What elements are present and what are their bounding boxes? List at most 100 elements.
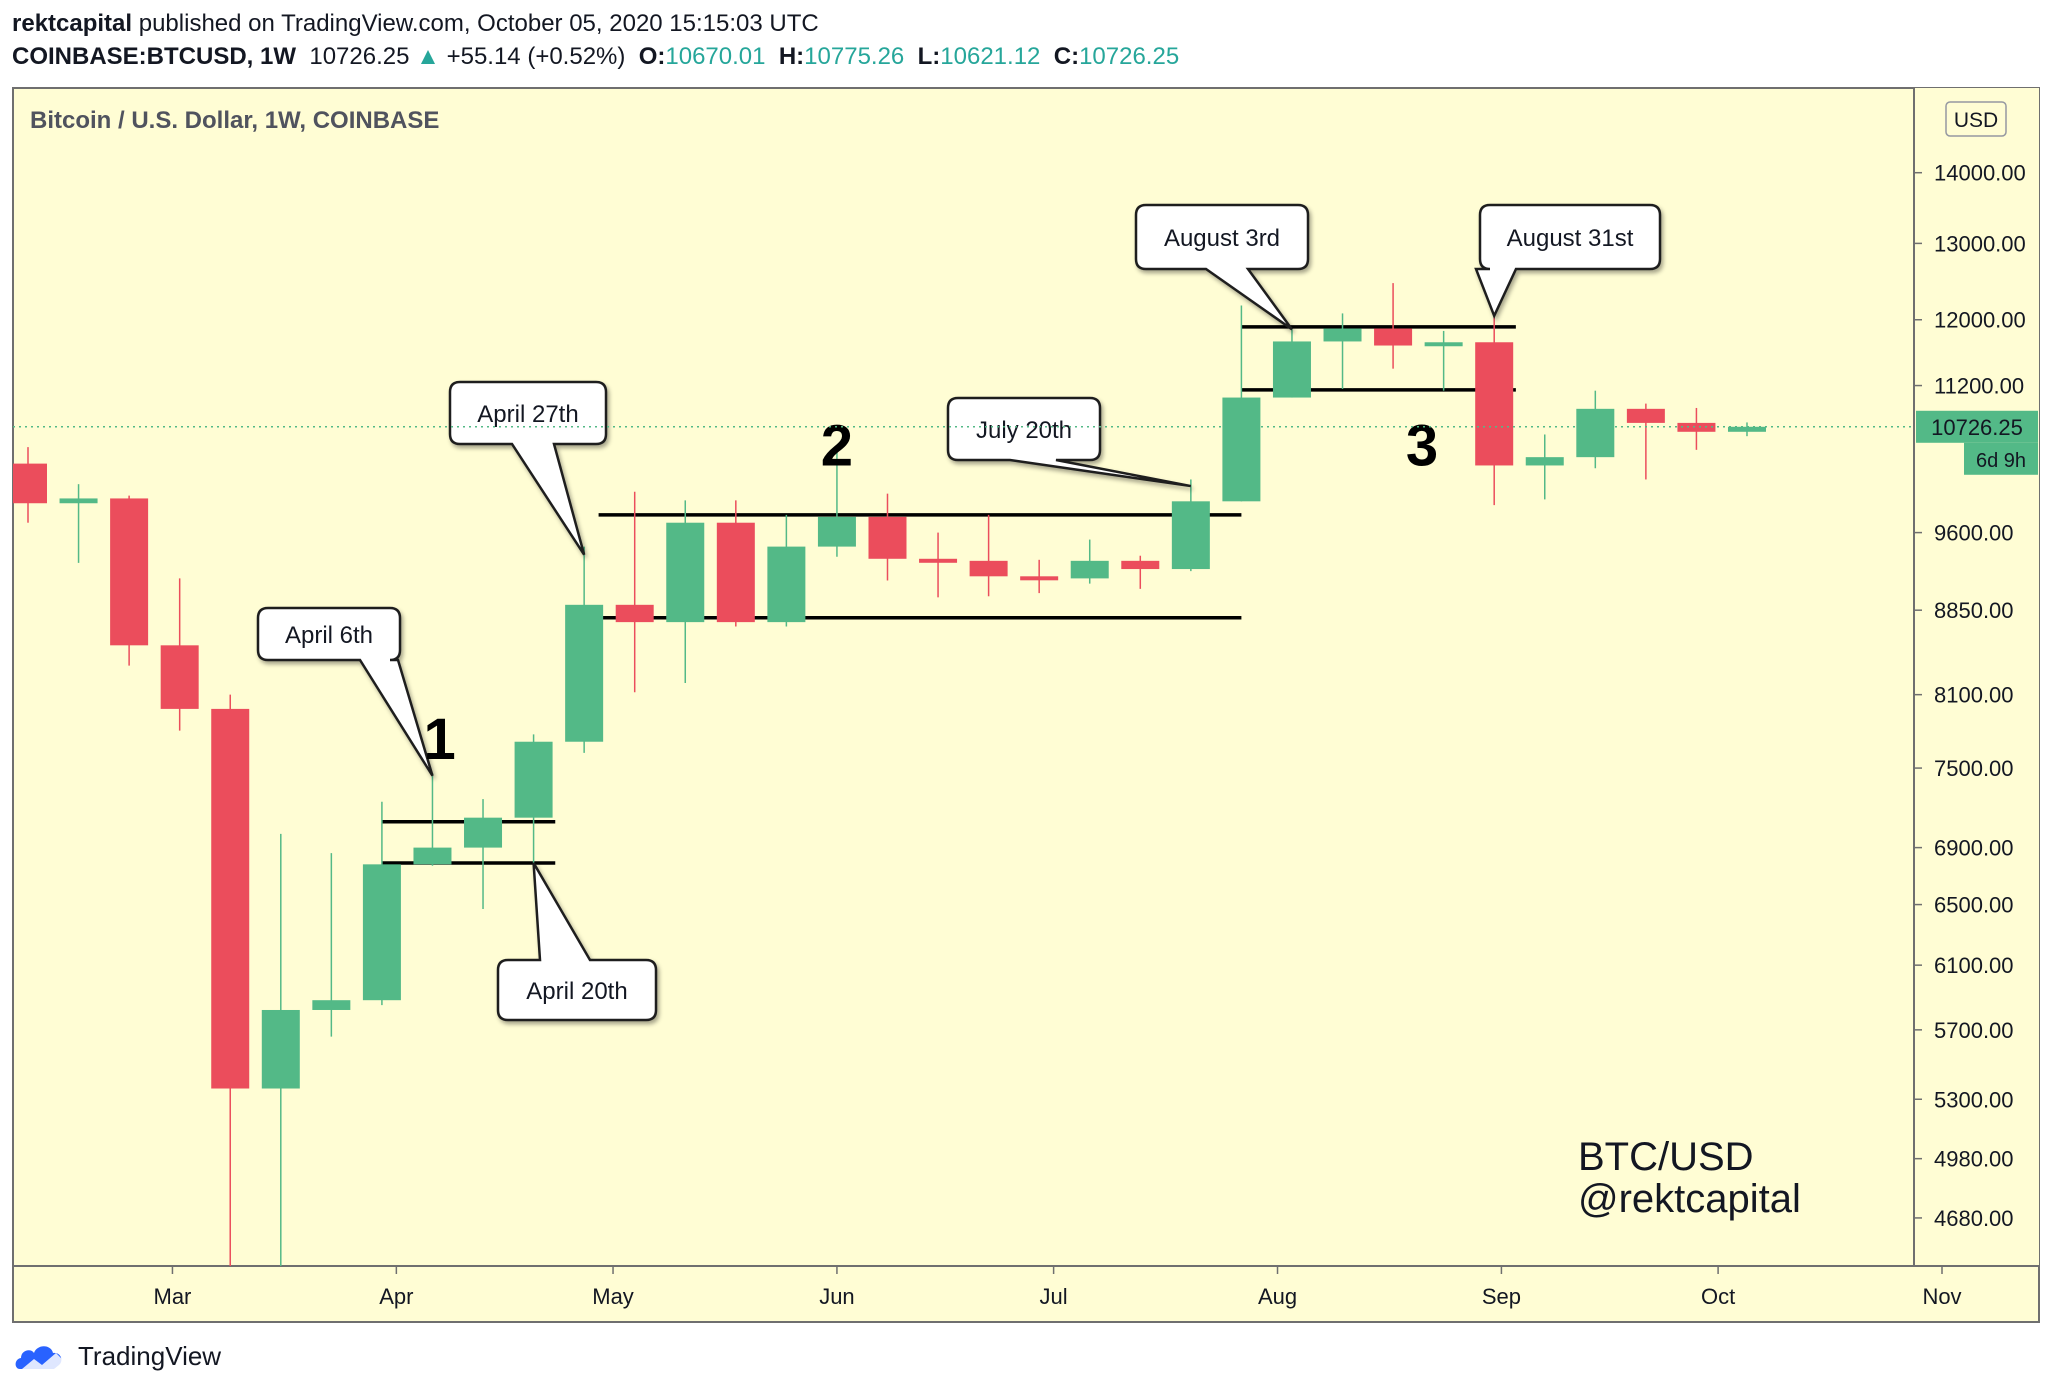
candle-body (666, 522, 705, 623)
candle-body (565, 604, 604, 742)
candle[interactable] (716, 500, 755, 627)
change-arrow: ▲ (416, 43, 440, 70)
price-tick-label: 4680.00 (1934, 1206, 2014, 1231)
tradingview-brand[interactable]: TradingView (14, 1338, 221, 1374)
time-tick-label: Oct (1701, 1284, 1735, 1309)
candle[interactable] (666, 500, 705, 683)
candle-body (716, 522, 755, 623)
callout[interactable]: April 6th (256, 606, 434, 777)
candle[interactable] (969, 514, 1008, 597)
candle-body (1323, 328, 1362, 342)
candle-body (362, 864, 401, 1001)
candle-body (1576, 408, 1615, 458)
candle[interactable] (767, 514, 806, 627)
candle-body (261, 1009, 300, 1089)
candle-body (464, 817, 503, 848)
callout[interactable]: April 20th (496, 862, 658, 1022)
candle[interactable] (1576, 390, 1615, 469)
candle[interactable] (1070, 539, 1109, 584)
callout[interactable]: August 3rd (1134, 203, 1310, 331)
candle[interactable] (1475, 315, 1514, 506)
candle[interactable] (1272, 329, 1311, 398)
candle[interactable] (1525, 434, 1564, 500)
candle[interactable] (261, 833, 300, 1266)
candle-body (1020, 576, 1059, 581)
candle-body (413, 847, 452, 865)
price-tick-label: 8850.00 (1934, 598, 2014, 623)
callout[interactable]: April 27th (448, 380, 608, 556)
candle-body (868, 516, 907, 559)
symbol-line: COINBASE:BTCUSD, 1W 10726.25 ▲ +55.14 (+… (12, 40, 2042, 74)
candle[interactable] (1727, 422, 1766, 437)
publish-line: rektcapital published on TradingView.com… (12, 8, 2042, 40)
callout[interactable]: July 20th (946, 396, 1192, 488)
candle-body (1424, 342, 1463, 347)
candle[interactable] (1121, 555, 1160, 589)
candle[interactable] (160, 578, 199, 731)
candle-body (1272, 341, 1311, 398)
candle-body (817, 516, 856, 547)
candle-body (1626, 408, 1665, 423)
callout-label: July 20th (976, 417, 1072, 444)
candle[interactable] (817, 452, 856, 557)
candle[interactable] (464, 799, 503, 909)
price-tick-label: 4980.00 (1934, 1147, 2014, 1172)
callout[interactable]: August 31st (1474, 203, 1662, 319)
high-label: H: (778, 43, 805, 70)
chart-header: rektcapital published on TradingView.com… (12, 8, 2042, 74)
region-number-label: 3 (1406, 413, 1438, 478)
candle[interactable] (362, 801, 401, 1006)
candle[interactable] (1020, 559, 1059, 594)
callout-label: August 31st (1507, 225, 1634, 252)
candle[interactable] (1424, 330, 1463, 391)
candle[interactable] (59, 484, 98, 563)
region-number-label: 2 (821, 413, 853, 478)
candlestick-chart[interactable]: Bitcoin / U.S. Dollar, 1W, COINBASE Apri… (0, 0, 2052, 1330)
change-value: +55.14 (+0.52%) (446, 43, 626, 70)
candle-body (919, 558, 958, 563)
candle[interactable] (514, 734, 553, 865)
time-tick-label: Nov (1922, 1284, 1961, 1309)
price-tick-label: 8100.00 (1934, 683, 2014, 708)
callout-label: April 27th (477, 401, 578, 428)
price-tick-label: 6900.00 (1934, 836, 2014, 861)
region-number-label: 1 (424, 707, 456, 772)
time-tick-label: Jul (1040, 1284, 1068, 1309)
callout-bubble (448, 380, 608, 556)
candle[interactable] (413, 773, 452, 866)
candle[interactable] (1626, 403, 1665, 480)
candle[interactable] (565, 546, 604, 753)
candle[interactable] (312, 853, 351, 1037)
callout-bubble (1474, 203, 1662, 319)
currency-badge[interactable]: USD (1945, 101, 2007, 137)
candle[interactable] (868, 493, 907, 581)
symbol-name[interactable]: COINBASE:BTCUSD, 1W (12, 43, 297, 70)
candle-body (312, 1000, 351, 1010)
watermark-line-1: BTC/USD (1578, 1135, 1754, 1179)
candle[interactable] (1171, 479, 1210, 572)
time-tick-label: Aug (1258, 1284, 1297, 1309)
candle-body (969, 560, 1008, 577)
candle[interactable] (9, 447, 47, 523)
candle[interactable] (919, 532, 958, 598)
candle-body (160, 645, 199, 709)
candle[interactable] (110, 495, 149, 666)
candle[interactable] (1374, 283, 1413, 369)
price-axis-area[interactable] (1914, 88, 2039, 1266)
candle-body (1525, 457, 1564, 466)
price-tick-label: 11200.00 (1934, 374, 2024, 399)
open-label: O: (638, 43, 666, 70)
candle[interactable] (1677, 407, 1716, 450)
candle[interactable] (211, 694, 250, 1330)
time-tick-label: Jun (819, 1284, 854, 1309)
candle-body (211, 708, 250, 1089)
author-name[interactable]: rektcapital (12, 10, 133, 37)
chart-title: Bitcoin / U.S. Dollar, 1W, COINBASE (30, 107, 439, 134)
tradingview-cloud-icon (15, 1346, 62, 1369)
price-tick-label: 7500.00 (1934, 756, 2014, 781)
candle-body (1727, 426, 1766, 432)
candle[interactable] (1323, 313, 1362, 389)
candle[interactable] (615, 491, 654, 693)
candle[interactable] (1222, 305, 1261, 502)
time-tick-label: Sep (1482, 1284, 1521, 1309)
